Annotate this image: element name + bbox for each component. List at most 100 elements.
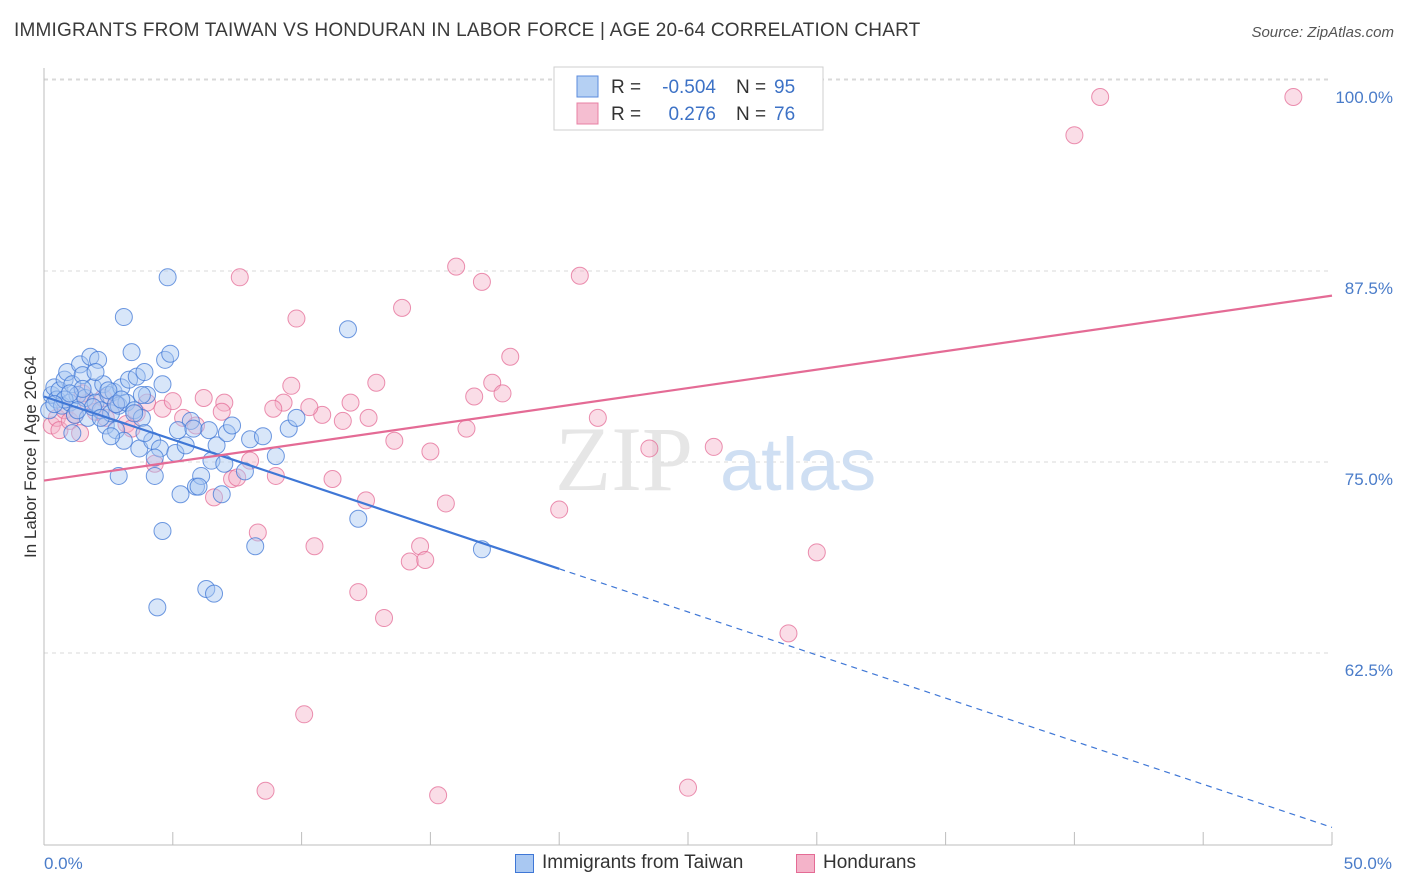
honduran-point-26 <box>256 781 275 800</box>
taiwan-point-90 <box>145 448 164 467</box>
stats-legend: R = -0.504 N = 95 R = 0.276 N = 76 <box>553 66 824 131</box>
legend-blue-n-value: 95 <box>774 77 795 98</box>
taiwan-point-59 <box>223 416 242 435</box>
honduran-point-48 <box>447 257 466 276</box>
honduran-point-57 <box>588 408 607 427</box>
source-label: Source: ZipAtlas.com <box>1251 24 1394 41</box>
honduran-point-53 <box>493 384 512 403</box>
honduran-point-47 <box>436 494 455 513</box>
taiwan-point-32 <box>122 343 141 362</box>
taiwan-point-87 <box>63 424 82 443</box>
taiwan-point-93 <box>266 447 285 466</box>
honduran-point-42 <box>393 298 412 317</box>
taiwan-point-40 <box>145 466 164 485</box>
taiwan-point-92 <box>253 427 272 446</box>
y-tick-labels: 100.0% 87.5% 75.0% 62.5% <box>1335 88 1393 680</box>
honduran-point-36 <box>341 393 360 412</box>
honduran-trend-line <box>43 294 1333 482</box>
honduran-point-66 <box>1284 88 1303 106</box>
honduran-point-25 <box>248 523 267 542</box>
legend-item-taiwan: Immigrants from Taiwan <box>515 852 743 874</box>
honduran-point-34 <box>323 470 342 488</box>
honduran-point-35 <box>333 411 352 430</box>
honduran-point-28 <box>274 393 293 412</box>
honduran-point-50 <box>465 387 484 406</box>
x-tick-right: 50.0% <box>1344 854 1392 873</box>
honduran-point-51 <box>472 272 491 291</box>
honduran-point-30 <box>287 309 306 328</box>
honduran-point-71 <box>264 399 283 418</box>
taiwan-point-38 <box>138 385 157 404</box>
taiwan-point-94 <box>189 477 208 496</box>
y-axis-title: In Labor Force | Age 20-64 <box>21 356 40 558</box>
taiwan-point-64 <box>287 408 306 427</box>
taiwan-point-43 <box>153 521 172 540</box>
honduran-point-43 <box>400 552 419 571</box>
watermark: ZIP atlas <box>555 408 876 510</box>
legend-hondurans-label: Hondurans <box>823 852 916 873</box>
taiwan-point-46 <box>161 344 180 363</box>
taiwan-point-48 <box>171 485 190 504</box>
honduran-point-70 <box>212 402 231 421</box>
taiwan-point-86 <box>109 466 128 485</box>
taiwan-point-80 <box>112 390 131 409</box>
taiwan-trend-solid <box>43 395 560 570</box>
honduran-point-29 <box>282 376 301 395</box>
y-tick-label-3: 62.5% <box>1345 661 1393 680</box>
legend-blue-n-label: N = <box>736 77 766 98</box>
legend-blue-r-label: R = <box>611 77 641 98</box>
hondurans-swatch <box>796 853 815 873</box>
honduran-point-73 <box>416 550 435 569</box>
honduran-point-19 <box>194 389 213 408</box>
taiwan-point-83 <box>168 421 187 440</box>
honduran-point-41 <box>385 431 404 450</box>
honduran-point-64 <box>1065 126 1084 145</box>
taiwan-point-45 <box>158 268 177 287</box>
honduran-point-45 <box>421 442 440 461</box>
honduran-point-74 <box>359 408 378 427</box>
honduran-point-56 <box>570 266 589 285</box>
taiwan-point-41 <box>148 598 167 617</box>
taiwan-point-88 <box>101 427 120 446</box>
honduran-point-37 <box>349 583 368 602</box>
honduran-point-6 <box>71 424 90 443</box>
honduran-point-59 <box>679 778 697 797</box>
taiwan-point-81 <box>132 385 151 404</box>
taiwan-point-72 <box>125 404 144 423</box>
axes <box>43 68 1333 846</box>
honduran-point-63 <box>807 543 826 562</box>
honduran-point-58 <box>640 439 659 458</box>
taiwan-points <box>40 268 491 617</box>
taiwan-point-66 <box>349 509 368 528</box>
taiwan-point-68 <box>114 308 133 327</box>
taiwan-point-91 <box>184 419 203 438</box>
series-legend: Immigrants from Taiwan Hondurans <box>0 852 1406 878</box>
legend-blue-swatch <box>576 75 599 98</box>
honduran-point-62 <box>779 624 798 643</box>
watermark-zip: ZIP <box>555 408 693 510</box>
taiwan-point-55 <box>205 584 224 603</box>
legend-pink-n-value: 76 <box>774 104 795 125</box>
legend-pink-swatch <box>576 102 599 125</box>
taiwan-point-49 <box>176 436 195 455</box>
honduran-point-44 <box>411 537 430 556</box>
legend-taiwan-label: Immigrants from Taiwan <box>542 852 744 873</box>
honduran-point-16 <box>163 392 182 411</box>
taiwan-point-76 <box>60 384 79 403</box>
taiwan-point-12 <box>71 355 90 374</box>
legend-item-hondurans: Hondurans <box>796 852 916 874</box>
y-tick-label-1: 87.5% <box>1345 279 1393 298</box>
gridlines <box>44 78 1332 654</box>
honduran-point-46 <box>429 786 448 805</box>
honduran-point-60 <box>704 437 723 456</box>
taiwan-point-52 <box>192 466 211 485</box>
honduran-point-49 <box>457 419 476 438</box>
taiwan-point-65 <box>338 320 357 339</box>
taiwan-point-62 <box>246 537 265 556</box>
honduran-point-15 <box>153 399 172 418</box>
taiwan-point-71 <box>99 381 118 400</box>
taiwan-swatch <box>515 853 534 873</box>
honduran-point-55 <box>550 500 569 519</box>
honduran-point-31 <box>295 705 314 724</box>
